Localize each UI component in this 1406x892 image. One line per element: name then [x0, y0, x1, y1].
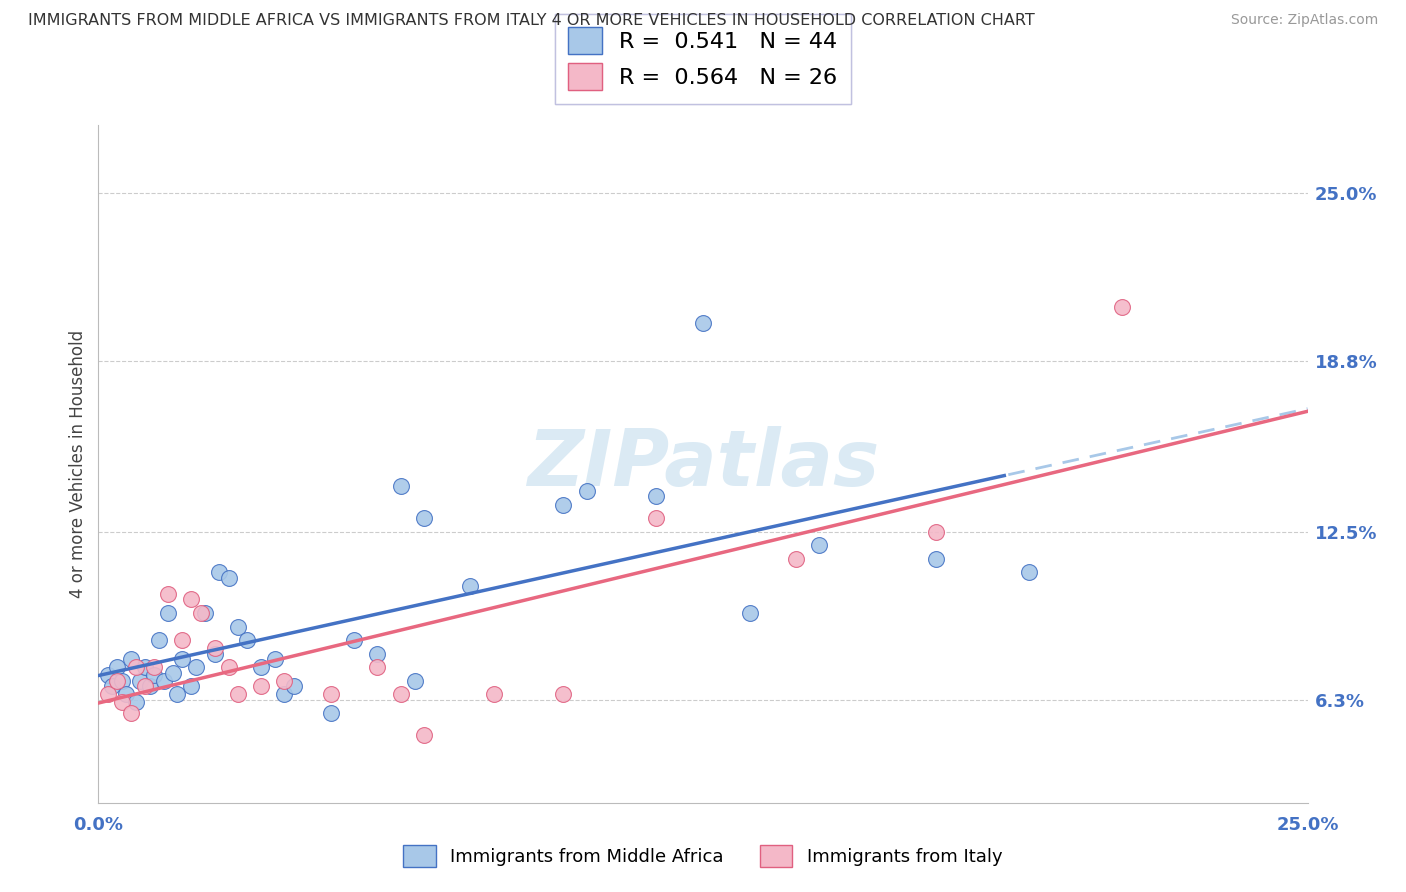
Point [738, 606, 761, 620]
Point [105, 673, 128, 688]
Point [97, 668, 120, 682]
Point [148, 633, 170, 648]
Text: IMMIGRANTS FROM MIDDLE AFRICA VS IMMIGRANTS FROM ITALY 4 OR MORE VEHICLES IN HOU: IMMIGRANTS FROM MIDDLE AFRICA VS IMMIGRA… [28, 13, 1035, 29]
Point [319, 706, 342, 721]
Point [115, 687, 138, 701]
Point [785, 551, 807, 566]
Point [343, 633, 366, 648]
Point [143, 668, 166, 682]
Point [111, 673, 134, 688]
Point [250, 679, 273, 693]
Point [218, 571, 240, 585]
Point [645, 511, 668, 525]
Point [157, 587, 180, 601]
Point [553, 687, 575, 701]
Point [124, 696, 146, 710]
Point [273, 673, 295, 688]
Text: ZIPatlas: ZIPatlas [527, 425, 879, 502]
Point [389, 687, 412, 701]
Point [180, 592, 202, 607]
Point [283, 679, 305, 693]
Point [101, 679, 124, 693]
Point [553, 498, 575, 512]
Point [218, 660, 240, 674]
Point [413, 511, 436, 525]
Point [924, 551, 946, 566]
Point [482, 687, 505, 701]
Point [180, 679, 202, 693]
Point [166, 687, 188, 701]
Point [236, 633, 259, 648]
Point [194, 606, 217, 620]
Point [808, 538, 831, 552]
Point [124, 660, 146, 674]
Legend: R =  0.541   N = 44, R =  0.564   N = 26: R = 0.541 N = 44, R = 0.564 N = 26 [555, 14, 851, 103]
Point [204, 647, 226, 661]
Point [152, 673, 174, 688]
Legend: Immigrants from Middle Africa, Immigrants from Italy: Immigrants from Middle Africa, Immigrant… [396, 838, 1010, 874]
Point [129, 673, 152, 688]
Point [575, 483, 598, 498]
Point [120, 706, 142, 721]
Text: 0.0%: 0.0% [73, 816, 124, 834]
Point [413, 728, 436, 742]
Point [226, 687, 249, 701]
Point [134, 660, 156, 674]
Point [1018, 566, 1040, 580]
Point [366, 647, 388, 661]
Point [172, 652, 194, 666]
Point [1111, 300, 1133, 314]
Point [273, 687, 295, 701]
Point [319, 687, 342, 701]
Point [226, 619, 249, 633]
Point [120, 652, 142, 666]
Point [97, 687, 120, 701]
Point [162, 665, 184, 680]
Point [250, 660, 273, 674]
Point [645, 489, 668, 503]
Y-axis label: 4 or more Vehicles in Household: 4 or more Vehicles in Household [69, 330, 87, 598]
Point [366, 660, 388, 674]
Point [111, 696, 134, 710]
Point [157, 606, 180, 620]
Point [138, 679, 160, 693]
Point [172, 633, 194, 648]
Point [264, 652, 287, 666]
Point [404, 673, 426, 688]
Text: 25.0%: 25.0% [1277, 816, 1339, 834]
Point [184, 660, 207, 674]
Point [204, 641, 226, 656]
Point [460, 579, 482, 593]
Point [105, 660, 128, 674]
Point [389, 478, 412, 492]
Point [924, 524, 946, 539]
Point [143, 660, 166, 674]
Point [134, 679, 156, 693]
Text: Source: ZipAtlas.com: Source: ZipAtlas.com [1230, 13, 1378, 28]
Point [190, 606, 212, 620]
Point [208, 566, 231, 580]
Point [692, 316, 714, 330]
